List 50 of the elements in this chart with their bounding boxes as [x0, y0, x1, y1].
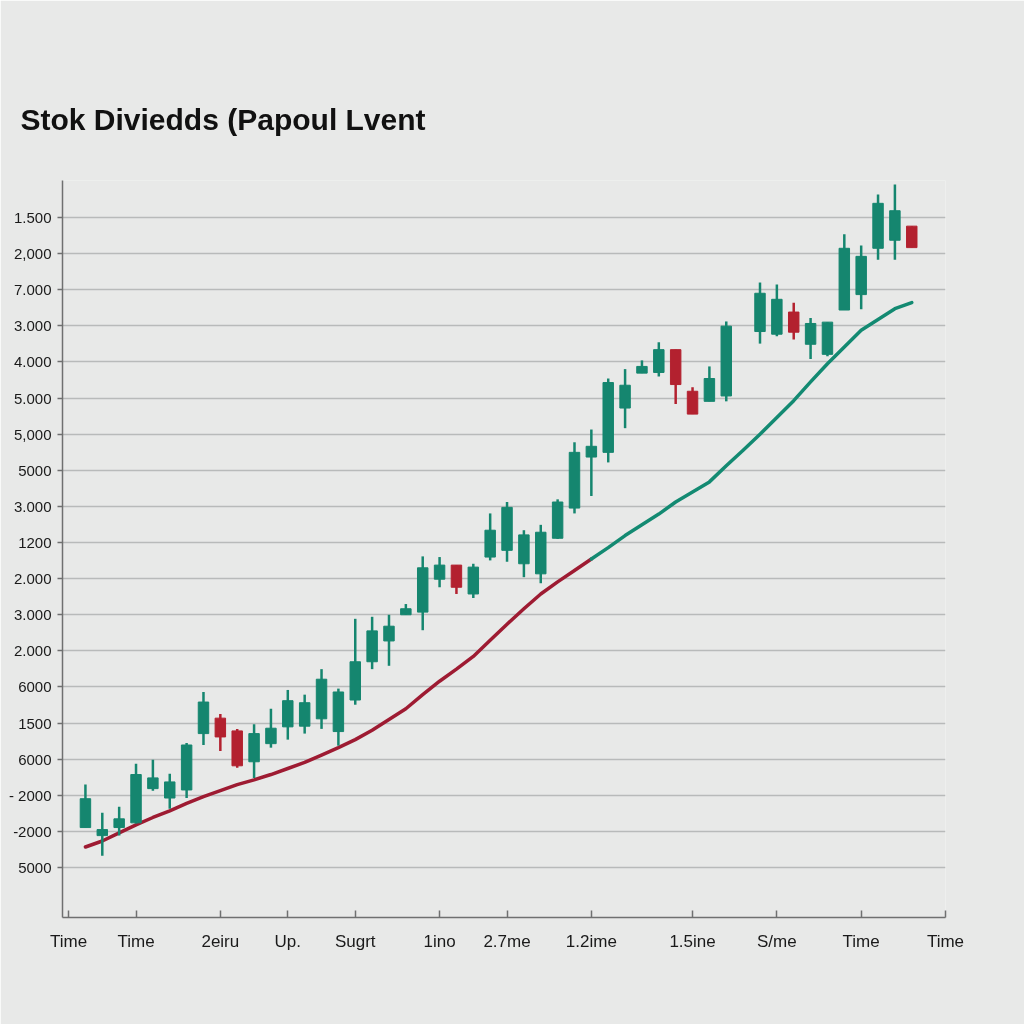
- text: 3.000: [13, 497, 52, 515]
- candlestick: [703, 365, 716, 403]
- candlestick: [906, 224, 918, 249]
- text: 1.500: [13, 209, 52, 226]
- text: 1500: [18, 714, 52, 732]
- x-tick-label: S/me: [757, 931, 797, 951]
- candlestick: [619, 367, 631, 430]
- candlestick: [298, 693, 311, 735]
- text: 5000: [18, 461, 52, 479]
- text: 3.000: [13, 606, 52, 624]
- candlestick: [113, 805, 125, 837]
- text: 5,000: [13, 425, 52, 443]
- candlestick: [96, 811, 109, 857]
- x-tick-label: 1ino: [423, 931, 456, 951]
- candlestick: [164, 772, 176, 811]
- candlestick: [450, 563, 463, 596]
- text: 6000: [18, 678, 52, 696]
- x-tick-label: Time: [117, 931, 155, 951]
- text: 7.000: [13, 281, 52, 299]
- x-tick-label: Time: [842, 931, 880, 951]
- text: 3.000: [13, 317, 52, 335]
- candlestick: [653, 341, 665, 378]
- text: 2.000: [13, 642, 52, 660]
- x-tick-label: Time: [926, 931, 965, 951]
- x-tick-label: 2.7me: [483, 931, 531, 951]
- candlestick: [265, 707, 277, 749]
- candlestick: [383, 613, 395, 668]
- text: 6000: [18, 750, 52, 768]
- text: - 2000: [8, 786, 52, 804]
- candlestick: [147, 758, 159, 792]
- text: 5.000: [13, 389, 52, 407]
- x-tick-label: Sugrt: [334, 931, 376, 951]
- candlestick: [433, 555, 446, 589]
- text: 4.000: [13, 353, 52, 371]
- text: 2,000: [13, 245, 52, 263]
- candlestick: [585, 428, 598, 498]
- candlestick: [788, 301, 800, 341]
- candlestick: [214, 712, 227, 753]
- x-tick-label: 1.5ine: [669, 931, 716, 951]
- text: 2.000: [13, 570, 52, 588]
- text: 5000: [18, 859, 52, 876]
- chart-title: Stok Diviedds (Papoul Lvent: [20, 102, 426, 136]
- text: -2000: [13, 822, 52, 840]
- x-tick-label: Up.: [274, 931, 302, 951]
- x-tick-label: Time: [50, 931, 88, 951]
- candlestick: [804, 316, 817, 361]
- text: 1200: [18, 534, 52, 551]
- x-tick-label: 1.2ime: [565, 931, 617, 951]
- x-tick-label: 2eiru: [201, 931, 240, 951]
- candlestick: [686, 385, 699, 416]
